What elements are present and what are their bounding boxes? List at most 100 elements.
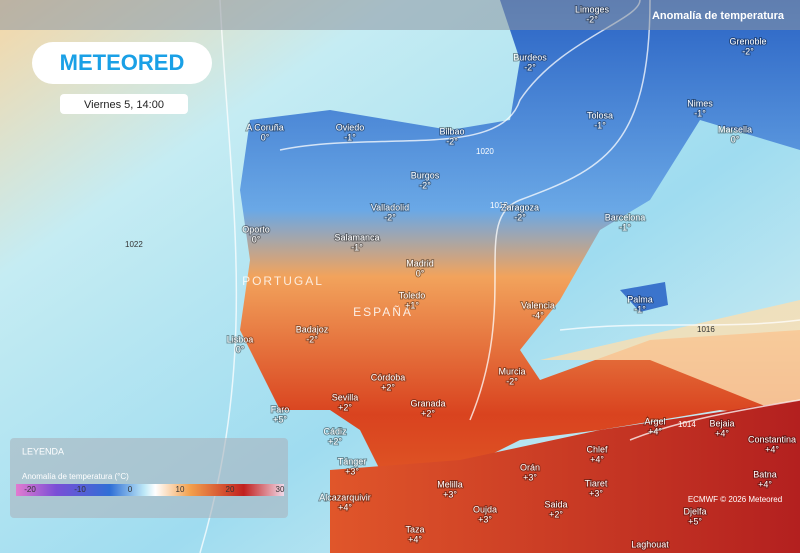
city-name: Badajoz [296, 324, 329, 334]
city-name: Chlef [586, 444, 608, 454]
isobar-label: 1016 [697, 325, 715, 334]
city-anomaly: -1° [634, 304, 646, 314]
city-anomaly: +2° [338, 402, 352, 412]
legend-tick: -10 [74, 485, 86, 494]
city-anomaly: -2° [306, 334, 318, 344]
city-anomaly: -1° [694, 108, 706, 118]
city-name: Cádiz [323, 426, 347, 436]
isobar-label: 1018 [490, 201, 508, 210]
city-name: Tánger [338, 456, 367, 466]
city-anomaly: +3° [478, 514, 492, 524]
city-name: Murcia [498, 366, 525, 376]
isobar-label: 1014 [678, 420, 696, 429]
top-bar [0, 0, 800, 30]
city-name: Saida [544, 499, 567, 509]
city-name: Oviedo [336, 122, 365, 132]
city-name: Laghouat [631, 539, 669, 549]
city-name: Barcelona [605, 212, 646, 222]
city-name: Faro [271, 404, 290, 414]
city-name: Marsella [718, 124, 752, 134]
city-anomaly: 0° [236, 344, 245, 354]
country-label: ESPAÑA [353, 305, 413, 319]
city-name: Bejaia [709, 418, 734, 428]
city-anomaly: +3° [523, 472, 537, 482]
city-anomaly: +5° [273, 414, 287, 424]
country-label: PORTUGAL [242, 274, 324, 288]
city-anomaly: +3° [589, 488, 603, 498]
legend-tick: 0 [128, 485, 133, 494]
city-name: Limoges [575, 4, 610, 14]
city-name: Orán [520, 462, 540, 472]
city-anomaly: +3° [443, 489, 457, 499]
city-name: Oujda [473, 504, 497, 514]
city-anomaly: -1° [344, 132, 356, 142]
city-name: Córdoba [371, 372, 406, 382]
city-anomaly: +4° [765, 444, 779, 454]
city-name: Constantina [748, 434, 796, 444]
legend-tick: 30 [276, 485, 285, 494]
city-name: Lisboa [227, 334, 254, 344]
legend-tick: 10 [176, 485, 185, 494]
city-name: Valencia [521, 300, 555, 310]
legend-box [10, 438, 288, 518]
city-name: Djelfa [683, 506, 706, 516]
city-anomaly: +2° [549, 509, 563, 519]
city-anomaly: +4° [715, 428, 729, 438]
city-anomaly: 0° [252, 234, 261, 244]
legend-scale [16, 484, 284, 496]
city-anomaly: -2° [742, 46, 754, 56]
city-name: Valladolid [371, 202, 409, 212]
city-name: Palma [627, 294, 653, 304]
city-name: Alcazarquivir [319, 492, 371, 502]
legend-tick: 20 [226, 485, 235, 494]
city-anomaly: -2° [514, 212, 526, 222]
isobar-label: 1020 [476, 147, 494, 156]
map-title: Anomalía de temperatura [652, 10, 785, 22]
city-name: Argel [644, 416, 665, 426]
city-anomaly: -2° [586, 14, 598, 24]
city-anomaly: 0° [261, 132, 270, 142]
credit: ECMWF © 2026 Meteored [688, 495, 782, 504]
land-africa [330, 400, 800, 553]
city-name: Burdeos [513, 52, 547, 62]
city-anomaly: -2° [419, 180, 431, 190]
city-name: Burgos [411, 170, 440, 180]
city-name: Tiaret [585, 478, 608, 488]
city-anomaly: +3° [345, 466, 359, 476]
island [620, 282, 668, 312]
city-anomaly: -1° [351, 242, 363, 252]
city-anomaly: 0° [731, 134, 740, 144]
city-name: Batna [753, 469, 777, 479]
date-box [60, 94, 188, 114]
city-name: Granada [410, 398, 445, 408]
legend-tick: -20 [24, 485, 36, 494]
city-anomaly: -2° [524, 62, 536, 72]
city-name: Nimes [687, 98, 713, 108]
city-anomaly: -1° [619, 222, 631, 232]
date: Viernes 5, 14:00 [84, 99, 164, 111]
city-anomaly: -2° [384, 212, 396, 222]
city-name: Madrid [406, 258, 434, 268]
isobar-label: 1022 [125, 240, 143, 249]
city-name: Oporto [242, 224, 270, 234]
city-name: Salamanca [334, 232, 379, 242]
city-anomaly: +4° [408, 534, 422, 544]
city-anomaly: -1° [594, 120, 606, 130]
city-anomaly: +2° [421, 408, 435, 418]
city-anomaly: +1° [405, 300, 419, 310]
city-anomaly: +4° [338, 502, 352, 512]
legend-ticks: -20 -10 0 10 20 30 [24, 485, 285, 494]
city-name: Toledo [399, 290, 426, 300]
city-anomaly: +4° [590, 454, 604, 464]
logo: METEORED [60, 50, 185, 75]
city-anomaly: -4° [532, 310, 544, 320]
city-labels: Limoges-2°Grenoble-2°Burdeos-2°Nimes-1°T… [226, 3, 797, 550]
legend-subtitle: Anomalía de temperatura (°C) [22, 472, 129, 481]
city-anomaly: +4° [758, 479, 772, 489]
land-iberia [240, 0, 800, 553]
sea-anomaly [540, 300, 800, 420]
city-name: Melilla [437, 479, 463, 489]
logo-box [32, 42, 212, 84]
city-name: Sevilla [332, 392, 359, 402]
